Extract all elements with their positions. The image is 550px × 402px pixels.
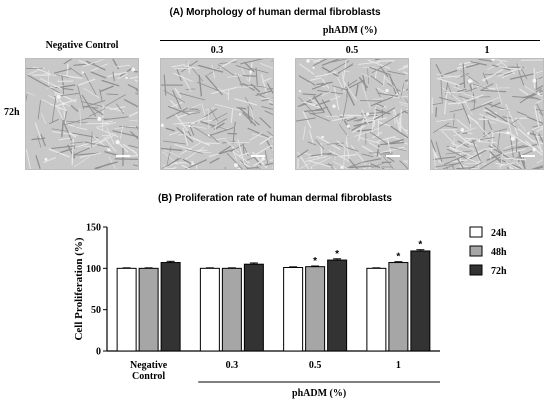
scale-bar: [521, 155, 535, 157]
micrograph-0-5-cells: [296, 59, 408, 169]
significance-star: *: [335, 249, 339, 260]
bar-24h-3: [366, 267, 387, 352]
scale-bar: [116, 155, 130, 157]
micrograph-0-3: [160, 58, 274, 170]
category-label: 0.5: [309, 360, 322, 371]
micrograph-0-3-cells: [161, 59, 273, 169]
y-tick-label: 100: [86, 264, 101, 275]
category-label: Control: [132, 371, 165, 382]
bar-24h-1: [199, 267, 220, 352]
bar-24h-2: [283, 267, 304, 352]
category-label: 1: [396, 360, 401, 371]
bar-48h-2: [305, 266, 326, 352]
y-axis-label: Cell Proliferation (%): [73, 237, 85, 340]
bar-72h-0: [160, 262, 181, 352]
micrograph-1-cells: [431, 59, 543, 169]
legend-label-48h: 48h: [491, 247, 507, 258]
bar-24h-0: [116, 267, 137, 352]
scale-bar: [251, 155, 265, 157]
significance-star: *: [418, 240, 422, 251]
significance-star: *: [396, 252, 400, 263]
panel-a-col-label-0-5: 0.5: [345, 45, 359, 56]
y-tick-label: 0: [96, 347, 101, 358]
micrograph-negative-control: [25, 58, 139, 170]
legend-swatch-48h: [469, 245, 483, 257]
bar-72h-1: [243, 263, 264, 352]
y-tick-label: 150: [86, 223, 101, 234]
legend-swatch-24h: [469, 226, 483, 238]
panel-b-title: (B) Proliferation rate of human dermal f…: [158, 193, 392, 204]
legend-label-72h: 72h: [491, 266, 507, 277]
bar-48h-1: [221, 267, 242, 352]
category-label: Negative: [130, 360, 168, 371]
panel-a-group-line: [160, 40, 540, 41]
micrograph-negative-control-cells: [26, 59, 138, 169]
legend-swatch-72h: [469, 264, 483, 276]
bar-48h-0: [138, 267, 159, 352]
panel-a-group-label: phADM (%): [322, 25, 378, 36]
panel-a-title: (A) Morphology of human dermal fibroblas…: [169, 7, 381, 18]
panel-a-col-label-negative-control: Negative Control: [45, 40, 119, 51]
bar-48h-3: [388, 262, 409, 352]
significance-star: *: [313, 256, 317, 267]
panel-a-row-label: 72h: [4, 107, 20, 118]
micrograph-0-5: [295, 58, 409, 170]
scale-bar: [386, 155, 400, 157]
category-label: 0.3: [226, 360, 239, 371]
y-tick-label: 50: [91, 305, 101, 316]
panel-a-col-label-0-3: 0.3: [210, 45, 224, 56]
legend-label-24h: 24h: [491, 228, 507, 239]
micrograph-1: [430, 58, 544, 170]
bar-72h-2: [327, 259, 348, 352]
panel-a-col-label-1: 1: [484, 45, 490, 56]
bar-72h-3: [410, 250, 431, 352]
x-axis-label: phADM (%): [292, 388, 346, 399]
